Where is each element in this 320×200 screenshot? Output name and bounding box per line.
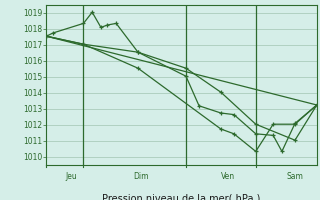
Text: Jeu: Jeu — [65, 172, 77, 181]
Text: Pression niveau de la mer( hPa ): Pression niveau de la mer( hPa ) — [102, 194, 261, 200]
Text: Sam: Sam — [286, 172, 303, 181]
Text: Dim: Dim — [134, 172, 149, 181]
Text: Ven: Ven — [221, 172, 235, 181]
